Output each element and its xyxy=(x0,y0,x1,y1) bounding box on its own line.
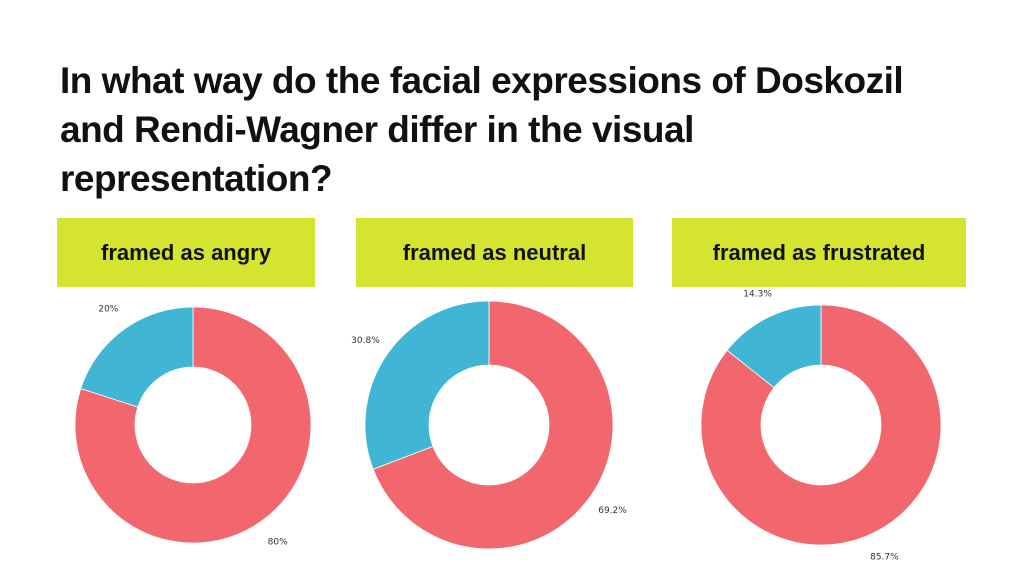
slice-label: 30.8% xyxy=(351,336,380,346)
slice-label: 69.2% xyxy=(598,506,627,516)
chart-title-neutral: framed as neutral xyxy=(356,218,633,287)
slice-label: 14.3% xyxy=(743,289,772,299)
donut-slice xyxy=(364,300,490,470)
donut-slice xyxy=(372,300,614,550)
slice-label: 80% xyxy=(268,537,288,547)
chart-title-frustrated: framed as frustrated xyxy=(672,218,966,287)
donut-slice xyxy=(74,306,312,544)
chart-title-angry: framed as angry xyxy=(57,218,315,287)
slice-label: 20% xyxy=(98,305,118,315)
donut-slice xyxy=(726,304,822,389)
slice-label: 85.7% xyxy=(870,553,899,563)
donut-slice xyxy=(700,304,942,546)
slide-title: In what way do the facial expressions of… xyxy=(60,60,904,199)
donut-slice xyxy=(80,306,194,408)
